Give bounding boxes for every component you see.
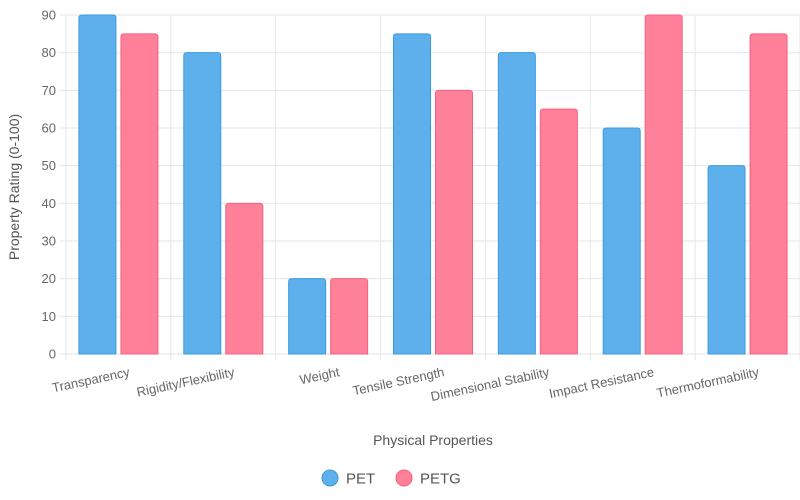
y-tick-label: 90 — [42, 8, 56, 23]
y-tick-label: 40 — [42, 196, 56, 211]
legend-label-petg[interactable]: PETG — [420, 471, 461, 488]
x-tick-label: Weight — [298, 364, 341, 387]
y-tick-label: 60 — [42, 121, 56, 136]
bar-pet-3 — [393, 33, 431, 355]
y-tick-label: 30 — [42, 234, 56, 249]
bar-pet-5 — [602, 127, 641, 355]
x-tick-label: Rigidity/Flexibility — [135, 364, 236, 400]
bar-petg-5 — [644, 14, 683, 355]
bar-pet-4 — [497, 52, 536, 355]
y-tick-label: 80 — [42, 45, 56, 60]
x-axis-ticks: Transparency Rigidity/Flexibility Weight Te… — [51, 364, 761, 404]
bar-pet-1 — [183, 52, 222, 355]
legend-label-pet[interactable]: PET — [346, 471, 375, 488]
legend-marker-pet — [321, 469, 339, 487]
y-tick-label: 50 — [42, 158, 56, 173]
y-axis-title: Property Rating (0-100) — [6, 114, 22, 260]
y-tick-label: 20 — [42, 271, 56, 286]
x-axis-title: Physical Properties — [373, 432, 493, 448]
bar-petg-2 — [330, 278, 369, 355]
bars — [78, 14, 788, 355]
y-axis-ticks: 0 10 20 30 40 50 60 70 80 90 — [42, 8, 56, 362]
bar-pet-6 — [707, 165, 746, 355]
x-tick-label: Dimensional Stability — [429, 364, 551, 404]
bar-petg-1 — [225, 202, 264, 355]
legend-marker-petg — [395, 469, 413, 487]
bar-pet-2 — [288, 278, 327, 355]
x-tick-label: Thermoformability — [655, 364, 760, 400]
y-tick-label: 0 — [49, 347, 56, 362]
x-tick-label: Transparency — [51, 364, 132, 395]
bar-petg-4 — [539, 108, 578, 355]
legend: PET PETG — [321, 469, 461, 488]
bar-petg-3 — [435, 89, 473, 355]
bar-petg-6 — [749, 33, 788, 355]
y-tick-label: 70 — [42, 83, 56, 98]
bar-pet-0 — [78, 14, 117, 355]
bar-petg-0 — [120, 33, 159, 355]
y-tick-label: 10 — [42, 309, 56, 324]
x-tick-label: Impact Resistance — [548, 364, 656, 401]
